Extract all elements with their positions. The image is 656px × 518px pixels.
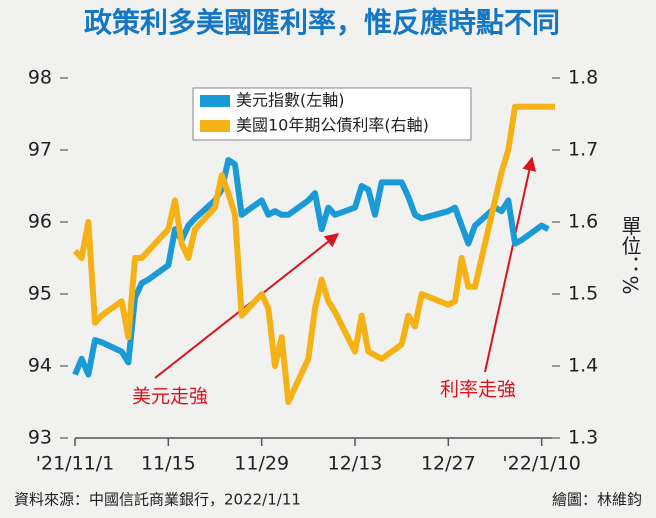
x-tick-label: 12/27 [421,453,476,475]
y2-tick-label: 1.3 [568,427,598,449]
legend-swatch [200,95,230,107]
x-tick-label: '21/11/1 [36,453,114,475]
y-tick-label: 97 [28,139,52,161]
y2-tick-label: 1.8 [568,67,598,89]
legend-label: 美元指數(左軸) [236,91,345,110]
legend-box [192,87,472,141]
y2-tick-label: 1.5 [568,283,598,305]
source: 資料來源：中國信託商業銀行，2022/1/11 [14,491,301,509]
line-series [72,157,550,378]
line-series [72,103,555,405]
y-tick-label: 96 [28,211,52,233]
annotation: 美元走強 [132,386,208,408]
chart-title: 政策利多美國匯利率，惟反應時點不同 [84,6,560,39]
annotation: 利率走強 [440,379,516,401]
x-tick-label: 11/29 [234,453,289,475]
x-tick-label: 12/13 [328,453,383,475]
y-tick-label: 95 [28,283,52,305]
arrow [484,156,537,373]
y-tick-label: 94 [28,355,52,377]
x-tick-label: '22/1/10 [502,453,580,475]
y-tick-label: 93 [28,427,52,449]
x-tick-label: 11/15 [141,453,196,475]
credit: 繪圖：林維鈞 [552,491,642,509]
y-tick-label: 98 [28,67,52,89]
y2-tick-label: 1.7 [568,139,598,161]
y2-tick-label: 1.6 [568,211,598,233]
y2-axis-label: 單位：% [618,215,642,294]
legend-swatch [200,120,230,132]
legend-label: 美國10年期公債利率(右軸) [236,116,429,135]
y2-tick-label: 1.4 [568,355,598,377]
